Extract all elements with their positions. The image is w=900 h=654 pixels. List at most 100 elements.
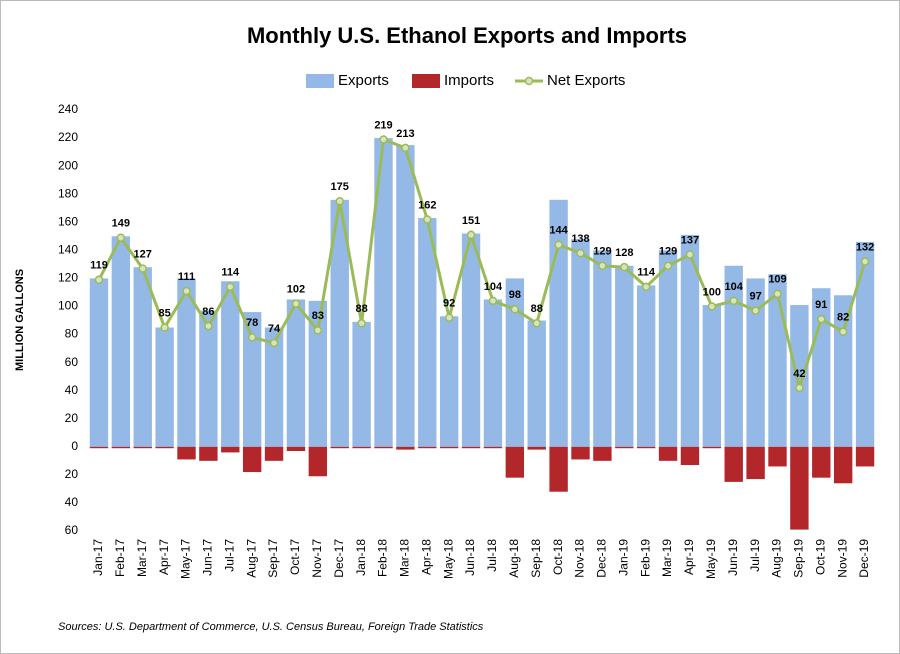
bar	[330, 446, 349, 449]
bar	[549, 446, 568, 492]
bar	[221, 446, 240, 453]
bar	[199, 310, 218, 447]
bar	[593, 446, 612, 461]
source-note: Sources: U.S. Department of Commerce, U.…	[58, 621, 484, 633]
x-tick-label: Jan-18	[354, 539, 368, 576]
bar	[242, 312, 262, 447]
x-tick-label: Apr-18	[419, 539, 433, 575]
bar	[483, 446, 503, 449]
net-exports-point	[116, 233, 126, 242]
net-exports-point	[598, 261, 607, 271]
bar	[461, 233, 481, 447]
y-tick-label: 60	[65, 355, 79, 369]
bar	[177, 446, 196, 460]
bar	[396, 446, 415, 450]
bar	[89, 446, 109, 449]
data-label: 104	[484, 281, 503, 293]
bar	[790, 446, 809, 530]
net-exports-point	[663, 261, 673, 271]
y-tick-label: 100	[58, 299, 78, 313]
bar	[461, 446, 481, 449]
y-tick-label: 140	[58, 243, 78, 257]
bar	[505, 278, 525, 447]
bar	[111, 236, 131, 447]
net-exports-point	[554, 240, 563, 249]
data-label: 104	[725, 281, 744, 293]
bar	[242, 446, 262, 473]
bar	[571, 446, 590, 460]
data-label: 85	[158, 307, 170, 319]
data-label: 86	[202, 306, 214, 318]
bar	[636, 285, 656, 447]
bar	[527, 446, 546, 450]
net-exports-point	[226, 282, 235, 292]
data-label: 109	[768, 274, 786, 286]
bar	[702, 446, 722, 449]
bar	[615, 446, 634, 449]
legend-label: Exports	[338, 72, 389, 89]
bar	[264, 327, 284, 447]
bar	[374, 138, 393, 447]
data-label: 98	[509, 289, 521, 301]
bar	[615, 265, 634, 447]
y-tick-label: 160	[58, 214, 78, 228]
y-tick-label: 220	[58, 130, 78, 144]
x-tick-label: Jan-17	[91, 539, 105, 576]
y-tick-label: 20	[65, 411, 79, 425]
data-label: 119	[90, 260, 108, 272]
x-tick-label: Mar-17	[135, 539, 149, 577]
data-label: 162	[418, 199, 436, 211]
data-label: 144	[549, 225, 568, 237]
bar	[352, 321, 371, 447]
bar	[790, 305, 809, 447]
data-label: 92	[443, 298, 455, 310]
bar	[702, 305, 722, 447]
bar	[133, 446, 152, 449]
x-tick-label: Jul-17	[222, 539, 236, 572]
x-tick-label: Jun-18	[463, 539, 477, 576]
bar	[636, 446, 656, 449]
data-label: 219	[374, 119, 392, 131]
bar	[330, 199, 349, 447]
data-label: 128	[615, 247, 633, 259]
bar	[374, 446, 393, 449]
data-label: 129	[659, 246, 677, 258]
bar	[658, 250, 678, 447]
data-label: 138	[571, 233, 589, 245]
bar	[812, 446, 831, 478]
y-axis-label: MILLION GALLONS	[14, 269, 26, 371]
x-tick-label: Jan-19	[616, 539, 630, 576]
data-label: 83	[312, 310, 324, 322]
net-exports-point	[817, 314, 826, 324]
net-exports-point	[247, 333, 257, 342]
x-tick-label: Nov-19	[835, 539, 849, 578]
bar	[855, 241, 875, 447]
net-exports-point	[751, 306, 760, 315]
net-exports-point	[444, 313, 454, 322]
bar	[768, 446, 787, 467]
x-tick-label: Jun-19	[726, 539, 740, 576]
net-exports-point	[838, 327, 848, 336]
net-exports-point	[401, 143, 410, 153]
data-label: 213	[396, 128, 414, 140]
net-exports-point	[641, 282, 651, 292]
bar	[352, 446, 371, 449]
y-tick-label: 180	[58, 186, 78, 200]
bar	[221, 281, 240, 447]
net-exports-point	[466, 230, 476, 240]
bar	[724, 446, 743, 482]
bar	[680, 446, 700, 466]
bar	[418, 446, 437, 449]
bar	[746, 278, 765, 447]
bar	[264, 446, 284, 461]
net-exports-point	[379, 135, 388, 144]
bar	[833, 295, 853, 447]
x-tick-label: Jun-17	[201, 539, 215, 576]
net-exports-point	[773, 289, 782, 299]
bar	[483, 299, 503, 447]
net-exports-point	[291, 299, 301, 308]
bar	[286, 446, 306, 452]
legend-label: Imports	[444, 72, 494, 89]
bar	[593, 250, 612, 447]
